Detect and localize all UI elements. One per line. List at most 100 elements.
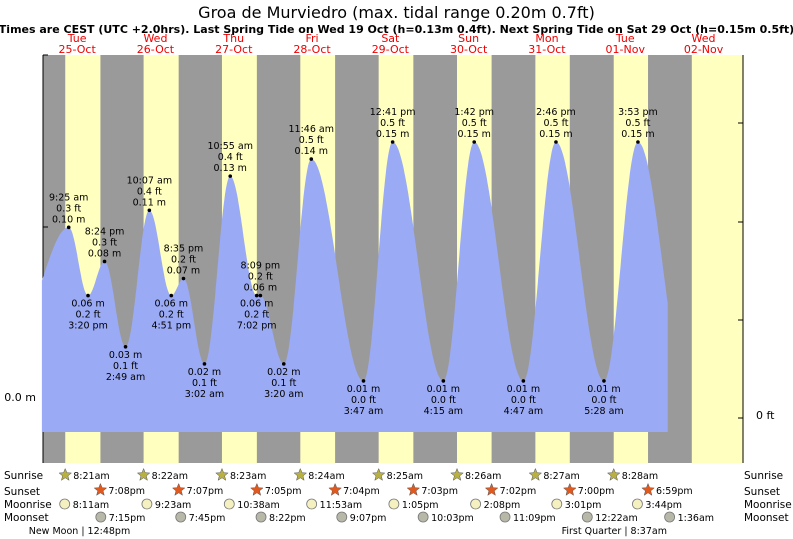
sunrise-time: 8:27am [543,471,579,482]
tide-height-ft: 0.0 ft [431,395,456,406]
tide-time: 2:49 am [106,372,145,383]
day-date: 29-Oct [372,43,410,56]
high-tide-label: 3:53 pm0.5 ft0.15 m [618,107,658,144]
moonset-time: 7:15pm [109,513,146,524]
low-tide-label: 0.01 m0.0 ft4:47 am [504,379,543,417]
tide-height-m: 0.11 m [133,197,166,208]
tide-height-m: 0.15 m [621,129,654,140]
moonrise-time: 11:53am [320,500,362,511]
low-tide-label: 0.01 m0.0 ft3:47 am [344,379,383,417]
sunset-time: 7:05pm [265,486,302,497]
tide-extreme-marker [254,293,259,298]
tide-height-ft: 0.5 ft [543,118,568,129]
sunset-icon [93,482,108,496]
tide-height-m: 0.02 m [188,367,221,378]
sunset-icon [250,482,264,496]
moon-phase-label: First Quarter | 8:37am [562,526,667,537]
moonrise-time: 10:38am [237,500,279,511]
moonrise-icon [223,498,235,510]
low-tide-label: 0.02 m0.1 ft3:02 am [185,362,224,400]
moonrise-icon [632,498,643,510]
day-of-week: Tue [615,32,635,45]
tide-time: 12:41 pm [370,107,416,118]
tide-height-ft: 0.5 ft [625,118,650,129]
moon-phase-label: New Moon | 12:48pm [29,526,131,537]
moonset-time: 10:03pm [431,513,474,524]
sunset-row-label-right: Sunset [744,486,780,498]
tide-height-ft: 0.0 ft [351,395,376,406]
tide-height-m: 0.06 m [240,299,273,310]
tide-extreme-marker [441,379,446,383]
tide-height-ft: 0.3 ft [56,203,81,214]
tide-time: 4:51 pm [151,321,191,332]
tide-height-m: 0.01 m [507,384,540,395]
day-of-week: Sun [458,32,479,45]
tide-time: 3:20 pm [68,321,108,332]
chart-subtitle: Times are CEST (UTC +2.0hrs). Last Sprin… [0,23,793,36]
tide-height-ft: 0.5 ft [299,135,324,146]
tide-height-m: 0.06 m [155,299,188,310]
tide-time: 1:42 pm [454,107,494,118]
moonset-time: 9:07pm [350,513,387,524]
day-date: 28-Oct [293,43,331,56]
chart-axes: 0.0 m 0 ft [4,391,775,422]
sunset-time: 7:07pm [187,486,224,497]
moonrise-time: 1:05pm [402,500,439,511]
moonrise-icon [59,498,71,510]
tide-height-ft: 0.4 ft [137,186,162,197]
tide-extreme-marker [281,362,286,366]
sunset-icon [406,482,421,496]
sunrise-time: 8:21am [73,471,109,482]
tide-extreme-marker [228,174,233,178]
day-of-week: Wed [692,32,716,45]
tide-extreme-marker [390,140,395,144]
moonset-row-label-right: Moonset [744,512,789,524]
sunrise-icon [58,467,73,481]
tide-height-ft: 0.5 ft [380,118,405,129]
tide-extreme-marker [636,140,640,144]
sunrise-icon [215,467,229,481]
day-of-week: Sat [381,32,400,45]
sunset-time: 7:02pm [500,486,537,497]
tide-time: 10:07 am [127,175,172,186]
tide-time: 8:35 pm [164,244,204,255]
tide-time: 9:25 am [49,192,88,203]
sunrise-time: 8:24am [308,471,344,482]
tide-height-ft: 0.1 ft [113,361,138,372]
tide-height-m: 0.07 m [167,266,200,277]
tide-height-m: 0.14 m [295,146,328,157]
right-axis-label: 0 ft [756,409,775,422]
high-tide-label: 10:07 am0.4 ft0.11 m [127,175,172,213]
moonset-time: 12:22am [595,513,637,524]
moonset-icon [336,511,348,523]
tide-height-ft: 0.0 ft [591,395,616,406]
moonset-icon [417,511,429,523]
moonset-icon [581,511,593,523]
sunrise-icon [528,467,543,481]
tide-extreme-marker [86,293,90,298]
daylight-band [691,55,743,463]
day-of-week: Tue [67,32,87,45]
tide-extreme-marker [102,259,107,264]
moonset-icon [175,511,187,523]
tide-height-ft: 0.2 ft [244,310,269,321]
moonrise-row-label-right: Moonrise [744,499,792,511]
tide-time: 3:20 am [264,389,303,400]
sunrise-icon [371,467,386,481]
sunrise-row-label: Sunrise [4,470,43,482]
sunrise-time: 8:25am [387,471,423,482]
day-date: 30-Oct [450,43,488,56]
tide-extreme-marker [123,345,128,349]
tide-time: 5:28 am [584,406,623,417]
sunset-icon [641,482,655,496]
sunset-time: 7:04pm [343,486,380,497]
sunset-time: 7:03pm [421,486,458,497]
sunset-icon [328,482,342,496]
tide-height-m: 0.15 m [376,129,409,140]
sunrise-icon [136,467,151,481]
tide-time: 2:46 pm [536,107,576,118]
high-tide-label: 2:46 pm0.5 ft0.15 m [536,107,576,144]
tide-time: 4:47 am [504,406,543,417]
